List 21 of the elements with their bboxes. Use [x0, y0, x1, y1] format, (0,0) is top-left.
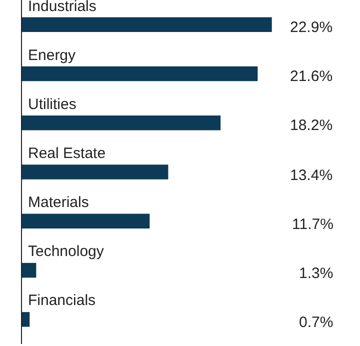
data-label: 11.7% — [292, 216, 334, 233]
y-tick-label: Utilities — [28, 96, 76, 113]
y-tick-label: Financials — [28, 292, 96, 309]
y-tick-label: Industrials — [28, 0, 96, 15]
data-label: 0.7% — [299, 314, 334, 331]
bar — [22, 17, 272, 32]
bar — [22, 214, 150, 229]
y-tick-label: Energy — [28, 47, 76, 64]
data-label: 1.3% — [299, 265, 334, 282]
bar — [22, 164, 168, 180]
data-label: 13.4% — [290, 167, 333, 184]
data-label: 18.2% — [290, 117, 333, 134]
y-tick-label: Materials — [28, 194, 89, 211]
y-tick-label: Technology — [28, 243, 104, 260]
bar — [22, 115, 221, 130]
data-label: 21.6% — [290, 68, 333, 85]
data-label: 22.9% — [290, 19, 333, 36]
bar — [22, 262, 36, 278]
y-tick-label: Real Estate — [28, 145, 106, 162]
bar — [22, 312, 30, 327]
bar — [22, 66, 258, 82]
